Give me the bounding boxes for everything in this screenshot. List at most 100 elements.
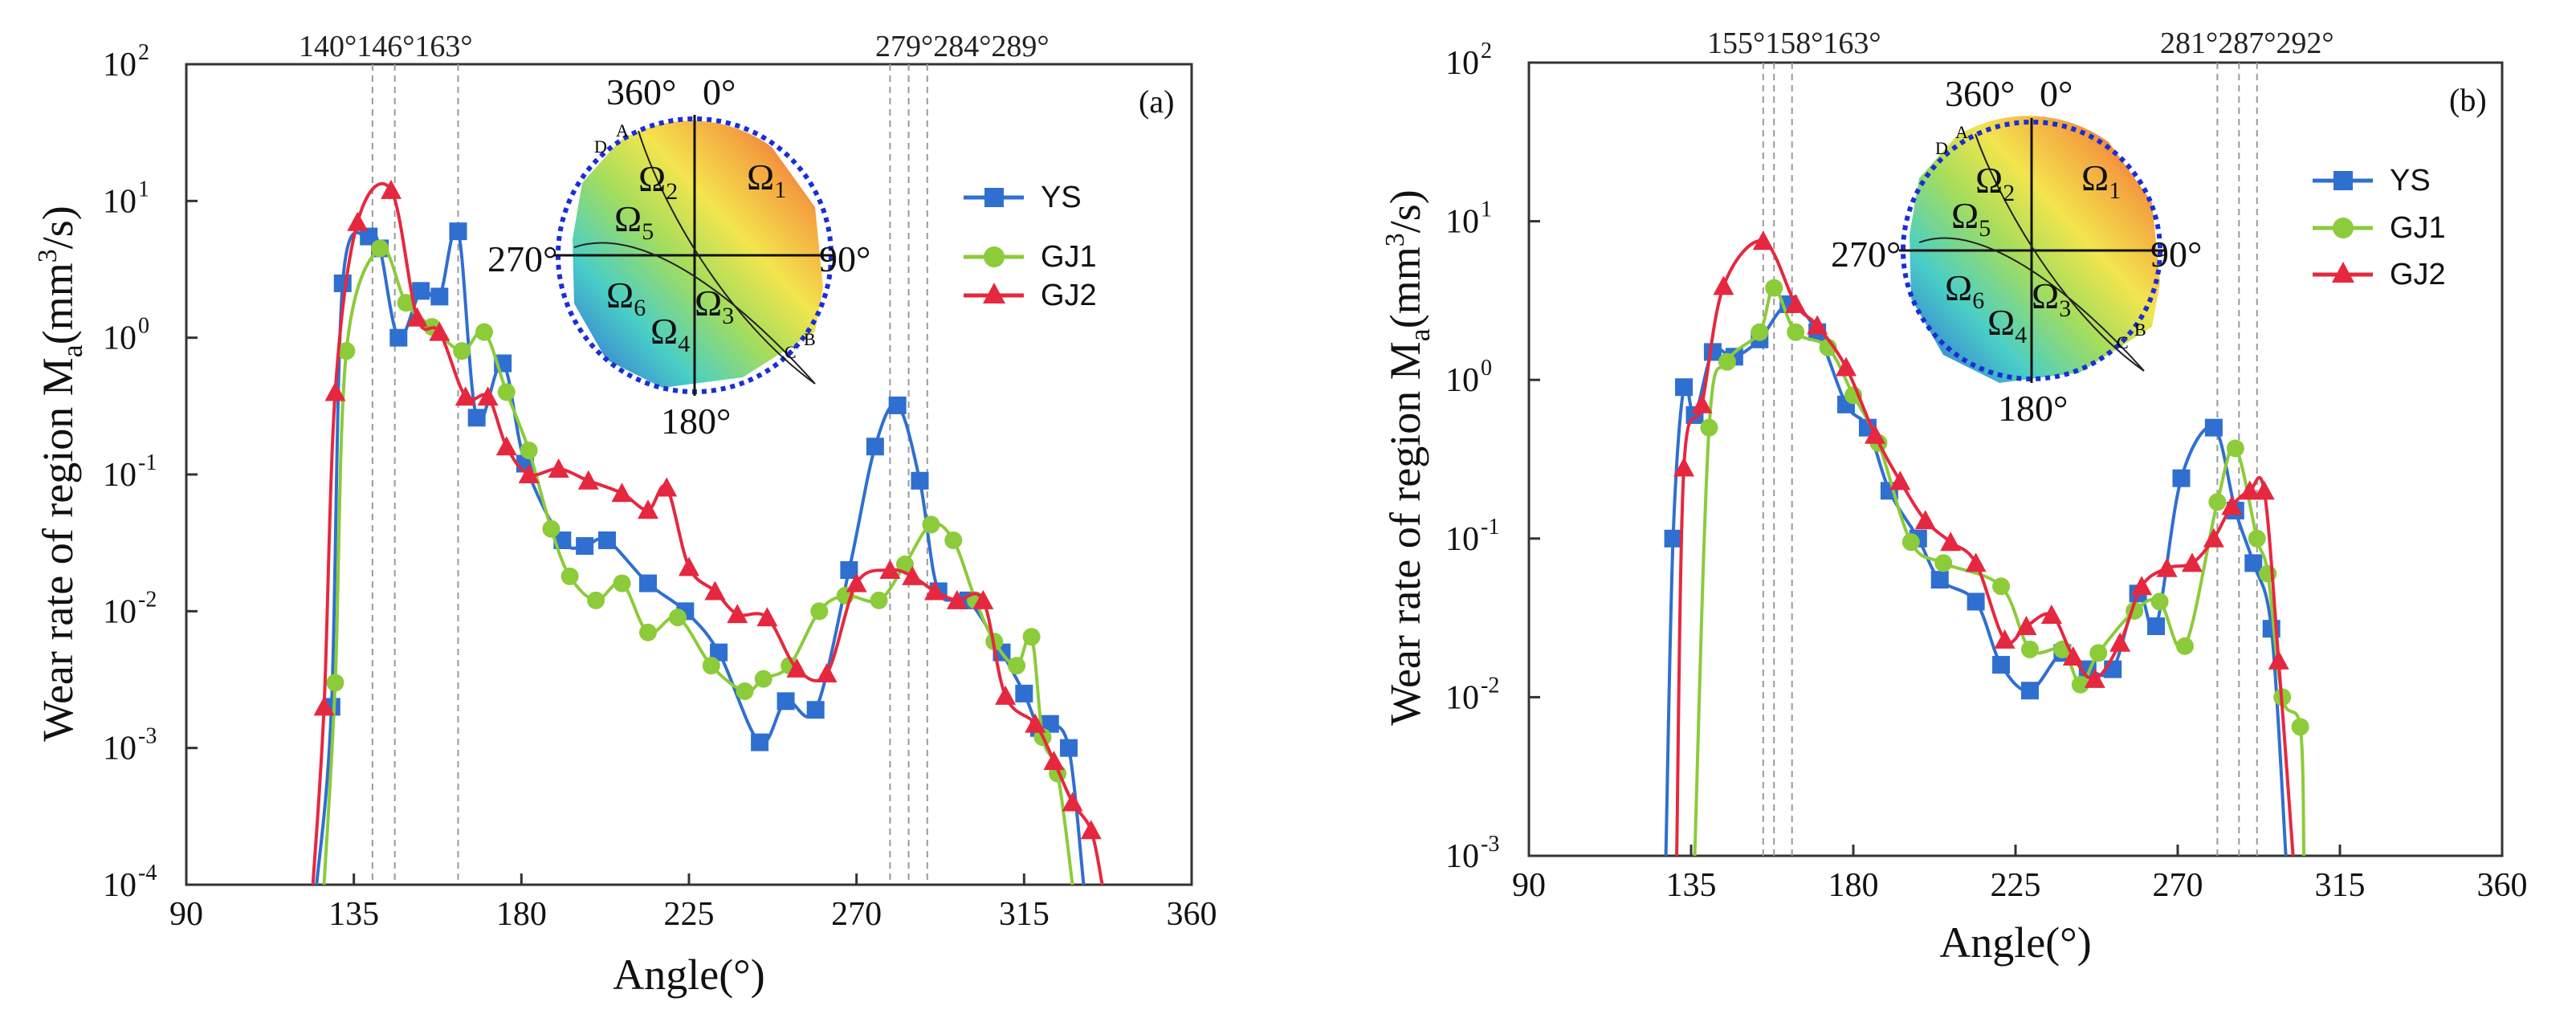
data-point-gj2 — [1043, 751, 1065, 771]
data-point-gj2 — [1807, 315, 1828, 335]
inset-90-label: 90° — [2150, 234, 2202, 275]
data-point-ys — [412, 282, 430, 300]
data-point-gj2 — [1025, 713, 1046, 733]
y-title-unit-rest: /s) — [1381, 189, 1429, 233]
data-point-gj2 — [2181, 552, 2203, 572]
panel-b: 90 135 180 225 270 315 360 10 -310 -210 -110 010 11… — [1380, 26, 2528, 967]
data-point-gj1 — [1718, 352, 1736, 371]
data-point-gj1 — [1787, 323, 1805, 341]
y-title-sub: a — [56, 344, 88, 357]
ref-angle-labels-right: 281°287°292° — [2160, 26, 2334, 60]
y-tick-exponent: -3 — [1481, 832, 1499, 857]
data-point-ys — [1041, 715, 1059, 733]
ref-angle-labels-left: 155°158°163° — [1707, 26, 1881, 60]
omega-3: Ω3 — [2032, 275, 2071, 322]
data-point-gj1 — [1901, 533, 1920, 552]
omega-4: Ω4 — [1987, 302, 2027, 348]
data-point-gj1 — [2226, 439, 2244, 458]
y-tick-exponent: -1 — [1481, 515, 1499, 540]
data-point-gj2 — [2268, 649, 2289, 670]
y-tick-label: 10 — [103, 593, 137, 630]
data-point-gj2 — [972, 589, 994, 609]
data-point-gj2 — [577, 470, 599, 490]
y-tick-exponent: 2 — [138, 40, 149, 65]
data-point-ys — [2020, 682, 2039, 700]
data-point-ys — [1059, 739, 1078, 757]
data-point-gj1 — [1934, 554, 1953, 572]
data-point-gj1 — [560, 567, 579, 585]
x-axis-title: Angle(°) — [613, 951, 765, 999]
data-point-gj2 — [1062, 792, 1083, 812]
data-point-gj2 — [548, 458, 569, 478]
data-point-gj2 — [429, 321, 450, 341]
data-point-ys — [710, 643, 728, 662]
point-a: A — [1955, 122, 1968, 142]
legend-item-gj2: GJ2 — [2313, 258, 2446, 291]
inset-0-label: 0° — [2040, 73, 2073, 114]
svg-text:GJ2: GJ2 — [2390, 258, 2446, 291]
point-c: C — [785, 342, 797, 362]
x-ticks: 90 135 180 225 270 315 360 — [169, 873, 1217, 933]
data-point-gj2 — [381, 179, 402, 199]
svg-text:Wear rate of region Ma(mm3/s): Wear rate of region Ma(mm3/s) — [33, 206, 88, 741]
inset-270-label: 270° — [487, 238, 557, 279]
omega-1: Ω1 — [2081, 157, 2121, 204]
y-tick-label: 10 — [1445, 362, 1479, 399]
data-point-gj2 — [1940, 531, 1962, 552]
point-d: D — [1935, 138, 1948, 158]
y-title-unit: (mm — [34, 263, 82, 344]
data-point-ys — [449, 222, 467, 241]
data-point-ys — [2204, 418, 2223, 437]
data-point-gj1 — [870, 591, 888, 609]
svg-text:GJ1: GJ1 — [1041, 240, 1097, 274]
y-title-sub: a — [1404, 328, 1436, 341]
svg-text:YS: YS — [1041, 181, 1082, 214]
y-title-unit-sup: 3 — [33, 249, 63, 263]
data-point-gj1 — [702, 657, 720, 675]
data-point-gj2 — [656, 477, 678, 497]
data-point-gj2 — [1965, 552, 1987, 572]
legend: YS GJ1 GJ2 — [2313, 164, 2446, 291]
data-point-gj1 — [1022, 628, 1041, 646]
y-tick-exponent: 0 — [138, 314, 149, 339]
data-point-ys — [911, 471, 929, 490]
inset-180-label: 180° — [661, 401, 731, 442]
y-title-unit-sup: 3 — [1380, 233, 1410, 246]
data-point-gj2 — [1994, 629, 2016, 649]
data-point-ys — [1992, 656, 2011, 674]
omega-5: Ω5 — [614, 198, 654, 245]
data-point-ys — [776, 692, 795, 711]
data-point-gj2 — [2203, 527, 2224, 548]
data-point-ys — [389, 328, 408, 347]
data-point-gj1 — [944, 531, 963, 550]
x-tick-label: 315 — [2315, 867, 2366, 904]
x-axis-title: Angle(°) — [1939, 918, 2092, 967]
inset-90-label: 90° — [819, 238, 870, 279]
data-point-gj2 — [679, 556, 699, 576]
data-point-gj2 — [2131, 576, 2153, 596]
data-point-ys — [2172, 469, 2191, 487]
inset-360-label: 360° — [1945, 73, 2015, 114]
data-point-gj2 — [637, 499, 658, 519]
data-point-gj2 — [454, 386, 476, 406]
data-point-gj1 — [1700, 418, 1718, 437]
x-tick-label: 360 — [1167, 896, 1217, 933]
data-point-gj2 — [495, 436, 517, 456]
data-point-gj2 — [324, 381, 346, 401]
y-title-main: Wear rate of region M — [34, 357, 82, 741]
data-point-gj1 — [922, 515, 940, 534]
data-point-gj2 — [406, 307, 428, 327]
data-point-gj1 — [2291, 718, 2309, 736]
data-point-ys — [638, 574, 657, 592]
data-point-gj1 — [520, 442, 538, 460]
svg-text:Wear rate of region Ma(mm3/s): Wear rate of region Ma(mm3/s) — [1380, 189, 1436, 725]
data-point-ys — [333, 274, 352, 292]
data-point-gj2 — [1889, 470, 1911, 491]
omega-2: Ω2 — [638, 158, 678, 205]
data-point-gj1 — [326, 674, 344, 692]
panel-label: (a) — [1139, 83, 1174, 120]
data-point-gj1 — [2150, 592, 2169, 611]
data-point-ys — [467, 409, 486, 427]
inset-polar-diagram: 360° 0° 90° 270° 180° Ω1 Ω2 Ω3 Ω4 Ω5 Ω6 … — [487, 71, 870, 442]
